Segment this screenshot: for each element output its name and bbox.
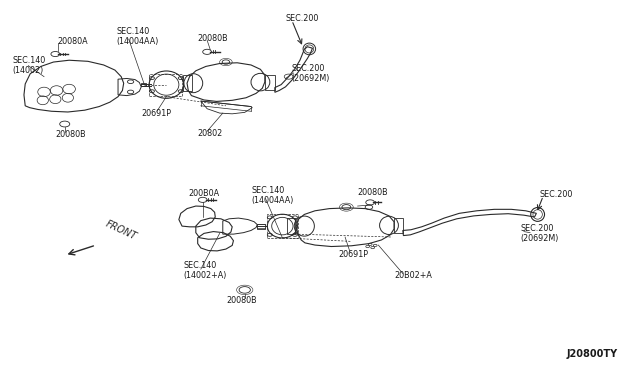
Text: 20802: 20802 [198,129,223,138]
Text: SEC.140
(14002+A): SEC.140 (14002+A) [183,261,227,280]
Text: SEC.200
(20692M): SEC.200 (20692M) [521,224,559,243]
Text: SEC.140
(14004AA): SEC.140 (14004AA) [251,186,293,205]
Text: SEC.200
(20692M): SEC.200 (20692M) [292,64,330,83]
Text: J20800TY: J20800TY [567,349,618,359]
Text: 20080B: 20080B [55,131,86,140]
Text: 20691P: 20691P [141,109,172,118]
Text: SEC.140
(14002): SEC.140 (14002) [13,56,46,75]
Text: 20080A: 20080A [58,38,88,46]
Text: 20080B: 20080B [226,296,257,305]
Text: 200B0A: 200B0A [188,189,220,198]
Text: 20691P: 20691P [339,250,369,259]
Text: SEC.200: SEC.200 [285,14,319,23]
Text: SEC.200: SEC.200 [540,189,573,199]
Text: FRONT: FRONT [104,218,138,241]
Text: SEC.140
(14004AA): SEC.140 (14004AA) [116,27,159,46]
Text: 20B02+A: 20B02+A [394,271,432,280]
Text: 20080B: 20080B [198,34,228,43]
Text: 20080B: 20080B [358,188,388,197]
